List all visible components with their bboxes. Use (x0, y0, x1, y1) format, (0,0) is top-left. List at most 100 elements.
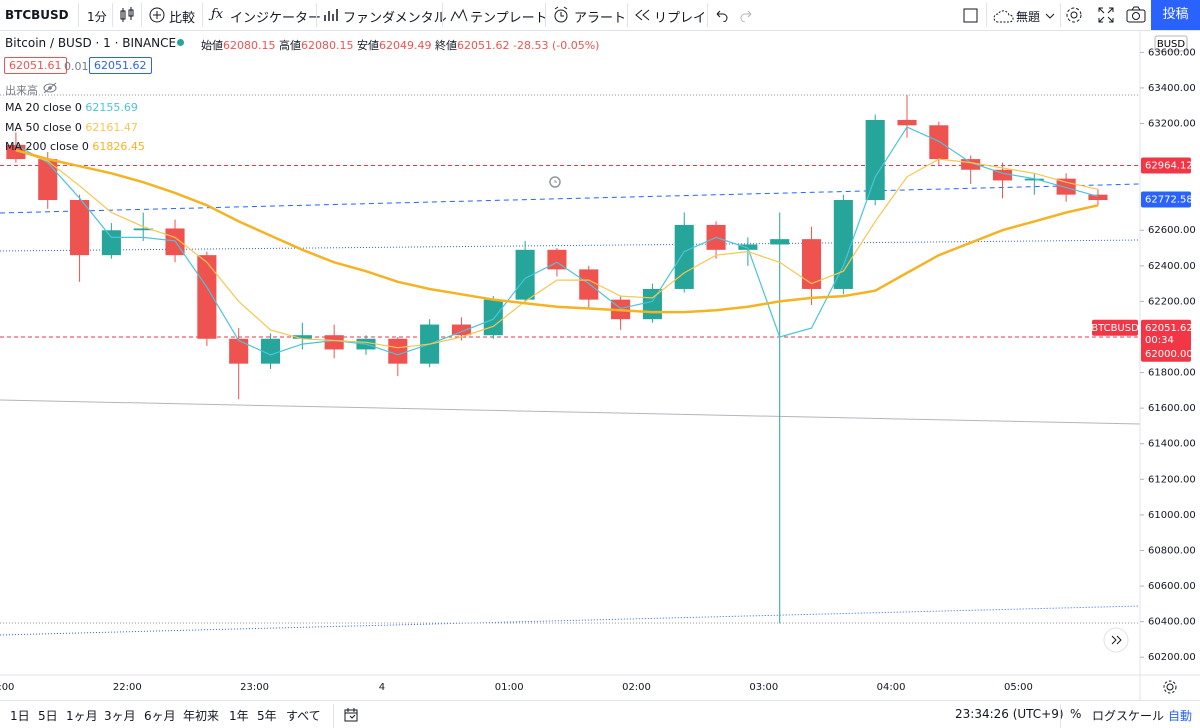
candle-body (451, 324, 472, 336)
range-button[interactable]: 1ヶ月 (66, 709, 98, 723)
separator (333, 704, 334, 728)
status-dot (177, 39, 184, 46)
range-button[interactable]: 5年 (257, 709, 277, 723)
low-label: 安値 (357, 39, 379, 52)
legend-title: Bitcoin / BUSD · 1 · BINANCE (5, 36, 177, 50)
candle-body (101, 230, 121, 256)
candle-body (833, 200, 853, 289)
price-label: 62772.58 (1145, 195, 1193, 206)
axis-settings[interactable] (1163, 680, 1177, 694)
compare-icon[interactable] (149, 7, 165, 23)
candle-body (865, 119, 885, 201)
candle-body (324, 335, 344, 350)
candle-body (738, 244, 758, 250)
candle-body (992, 169, 1013, 181)
interval[interactable]: 1分 (87, 10, 107, 24)
x-tick-label: 22:00 (113, 682, 142, 693)
layout-name[interactable]: 無題 (1016, 10, 1041, 24)
volume-label: 出来高 (5, 84, 38, 97)
range-button[interactable]: 1年 (229, 709, 249, 723)
chart-type-icon[interactable] (119, 6, 135, 24)
dropdown-icon[interactable] (1045, 12, 1055, 20)
x-tick-label: 01:00 (495, 682, 524, 693)
auto-toggle[interactable]: 自動 (1168, 709, 1193, 723)
candle-body (70, 200, 90, 256)
y-tick-label: 62600.00 (1148, 225, 1196, 236)
candle-body (1056, 178, 1076, 195)
y-tick-label: 62400.00 (1148, 261, 1196, 272)
range-button[interactable]: 1日 (10, 709, 30, 723)
trend-line (0, 605, 1140, 636)
fundamentals-icon[interactable] (323, 8, 339, 22)
alert-icon[interactable] (552, 6, 570, 24)
price-label-box (1141, 345, 1191, 362)
templates[interactable]: テンプレート (470, 11, 548, 26)
range-button[interactable]: 3ヶ月 (104, 709, 136, 723)
candle-body (1024, 178, 1044, 181)
range-button[interactable]: 年初来 (183, 709, 220, 723)
separator (202, 3, 203, 27)
range-button[interactable]: すべて (286, 709, 321, 723)
ask[interactable]: 62051.62 (89, 57, 152, 74)
separator (986, 3, 987, 27)
fullscreen-icon[interactable] (1097, 6, 1115, 24)
candle-body (897, 119, 917, 126)
ma-legend-row: MA 50 close 0 62161.47 (5, 121, 138, 134)
candle-body (38, 159, 58, 201)
candle-body (6, 144, 26, 160)
indicator-icon[interactable]: ƒx (211, 7, 224, 22)
ma-value: 62161.47 (85, 120, 138, 134)
fundamentals[interactable]: ファンダメンタル (343, 11, 447, 26)
y-tick-label: 61600.00 (1148, 403, 1196, 414)
hidden-icon[interactable] (43, 82, 57, 94)
candle-body (133, 228, 153, 231)
goto-date-icon[interactable] (343, 707, 359, 723)
chart: BUSD 63600.00 63400.00 63200.00 62600.00 624… (0, 31, 1200, 700)
settings-icon[interactable] (1065, 6, 1083, 24)
y-tick-label: 61200.00 (1148, 474, 1196, 485)
countdown: 00:34 (1145, 335, 1174, 346)
y-tick-label: 61800.00 (1148, 368, 1196, 379)
last-symbol: BTCBUSD (1091, 323, 1139, 334)
alert[interactable]: アラート (574, 11, 627, 26)
currency-badge[interactable] (1154, 35, 1188, 52)
ohlc: 始値62080.15 高値62080.15 安値62049.49 終値62051… (201, 37, 599, 53)
y-tick-label: 63400.00 (1148, 83, 1196, 94)
toolbar: BTCBUSD 1分 比較 ƒx インジケーター ファンダメンタル テンプレート… (0, 0, 1200, 31)
symbol[interactable]: BTCBUSD (5, 8, 69, 22)
currency: BUSD (1157, 39, 1186, 50)
log-toggle[interactable]: ログスケール (1092, 709, 1165, 723)
undo-redo[interactable] (714, 8, 754, 22)
cloud-icon[interactable] (993, 9, 1015, 23)
ma-line (15, 148, 1099, 314)
candle-body (388, 338, 408, 364)
price-label-box (1141, 157, 1191, 174)
publish-button[interactable]: 投稿 (1151, 0, 1200, 30)
last-symbol-box (1092, 319, 1138, 336)
replay-icon[interactable] (634, 8, 650, 22)
candle-body (642, 288, 662, 320)
range-button[interactable]: 5日 (38, 709, 58, 723)
x-tick-label: 4 (379, 682, 385, 693)
trend-line (0, 399, 1140, 425)
percent-toggle[interactable]: % (1070, 707, 1082, 721)
indicators[interactable]: インジケーター (230, 11, 322, 26)
scroll-button[interactable] (1103, 627, 1129, 653)
bid[interactable]: 62051.61 (4, 57, 67, 74)
plot (0, 95, 1140, 624)
snapshot-icon[interactable] (1126, 6, 1146, 24)
candle-body (579, 269, 599, 300)
templates-icon[interactable] (450, 8, 468, 22)
price-label: 62000.00 (1145, 349, 1193, 360)
candle-body (674, 224, 694, 289)
range-button[interactable]: 6ヶ月 (144, 709, 176, 723)
y-tick-label: 60600.00 (1148, 581, 1196, 592)
layout-icon[interactable] (963, 8, 979, 24)
compare[interactable]: 比較 (169, 11, 196, 26)
high-value: 62080.15 (301, 39, 354, 52)
replay[interactable]: リプレイ (654, 11, 707, 26)
separator (316, 3, 317, 27)
ma-name: MA 20 close 0 (5, 101, 82, 114)
ma-name: MA 50 close 0 (5, 120, 82, 134)
separator (707, 3, 708, 27)
